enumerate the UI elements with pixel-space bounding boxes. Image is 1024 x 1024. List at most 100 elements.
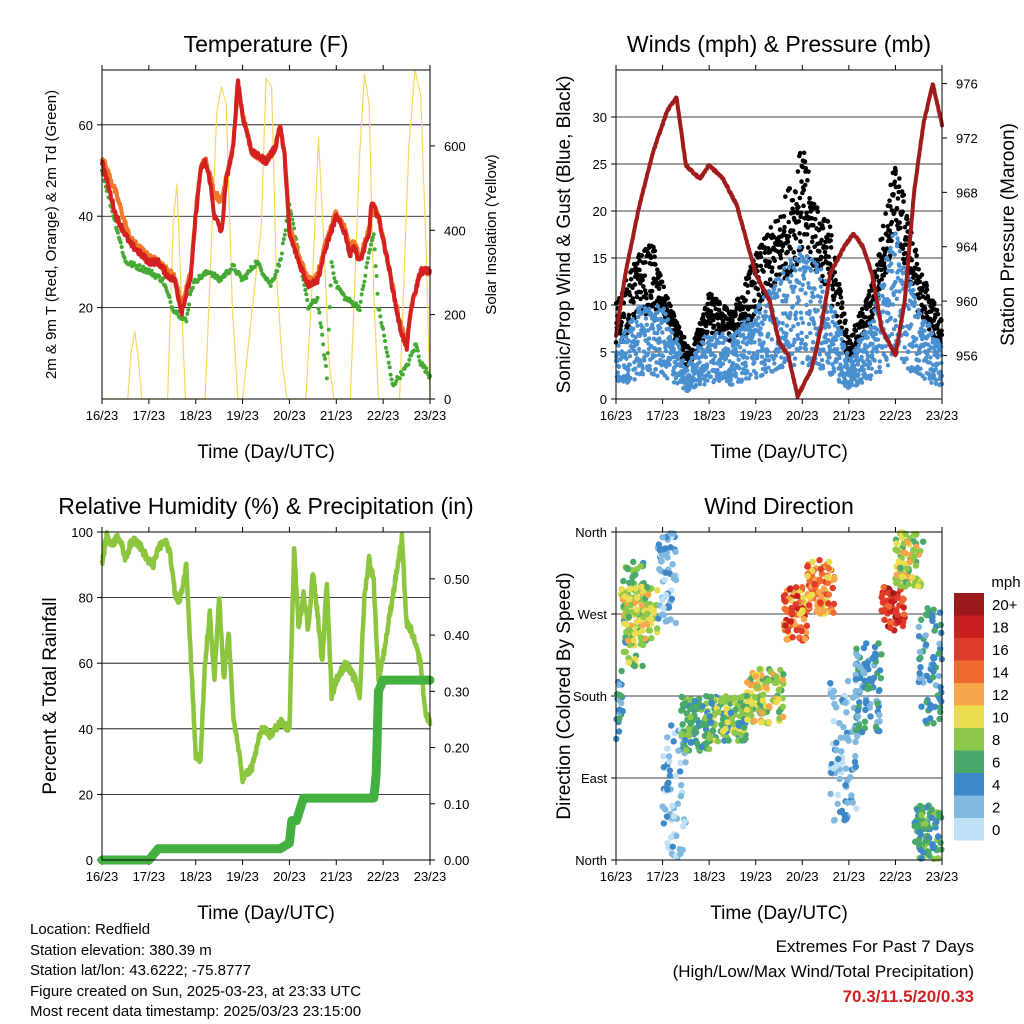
gust-point (676, 324, 682, 330)
gust-point (916, 295, 922, 301)
dewpoint-point (281, 237, 286, 242)
direction-point (870, 655, 877, 662)
wind-point (753, 318, 758, 323)
wind-point (884, 357, 889, 362)
direction-point (862, 697, 870, 705)
wind-point (921, 333, 926, 339)
direction-point (623, 628, 630, 636)
gust-point (848, 341, 854, 346)
dewpoint-point (331, 271, 336, 276)
wind-point (934, 377, 939, 383)
gust-point (767, 259, 772, 265)
wind-point (772, 361, 777, 366)
gust-point (652, 248, 658, 254)
gust-point (897, 176, 902, 181)
wind-point (712, 377, 717, 383)
gust-point (900, 209, 905, 215)
wind-point (939, 360, 944, 366)
wind-point (727, 359, 732, 364)
wind-point (797, 259, 802, 264)
gust-point (829, 233, 834, 238)
gust-point (654, 279, 659, 285)
gust-point (638, 296, 643, 302)
direction-point (666, 772, 674, 779)
wind-point (869, 373, 874, 378)
gust-point (826, 254, 831, 259)
dewpoint-point (277, 263, 282, 268)
direction-point (843, 709, 850, 716)
direction-point (852, 763, 860, 770)
direction-point (663, 813, 671, 820)
dewpoint-point (416, 354, 421, 359)
gust-point (661, 284, 667, 290)
direction-point (660, 546, 667, 553)
direction-point (842, 781, 849, 789)
wind-point (867, 321, 872, 326)
direction-point (664, 734, 671, 741)
direction-point (732, 706, 739, 713)
direction-point (756, 665, 763, 673)
wind-point (766, 365, 771, 370)
wind-point (735, 340, 741, 345)
gust-point (823, 239, 828, 245)
gust-point (926, 327, 932, 332)
gust-point (812, 244, 817, 250)
dewpoint-point (324, 376, 329, 381)
y-tick-label: 30 (593, 110, 607, 125)
wind-point (935, 361, 941, 367)
direction-point (841, 734, 848, 741)
wind-point (733, 371, 738, 376)
dewpoint-point (190, 285, 195, 290)
wind-point (861, 367, 866, 372)
dewpoint-point (417, 358, 422, 363)
wind-point (746, 316, 751, 322)
direction-point (904, 539, 911, 546)
wind-point (623, 328, 628, 334)
dewpoint-point (318, 321, 323, 326)
direction-point (637, 563, 644, 570)
dewpoint-point (362, 279, 367, 284)
direction-point (799, 584, 806, 591)
wind-point (798, 341, 804, 346)
wind-point (852, 363, 857, 368)
wind-point (781, 270, 786, 276)
wind-point (760, 321, 765, 327)
gust-point (803, 165, 809, 171)
wind-point (733, 374, 739, 379)
wind-point (635, 323, 640, 328)
gust-point (646, 302, 651, 308)
dewpoint-point (372, 247, 377, 252)
wind-point (807, 285, 813, 291)
wind-point (651, 372, 656, 377)
gust-point (797, 195, 803, 201)
direction-point (811, 580, 818, 588)
direction-point (682, 746, 690, 754)
wind-point (830, 362, 835, 367)
x-tick-label: 23/23 (414, 408, 447, 423)
x-tick-label: 21/23 (320, 869, 353, 884)
direction-point (820, 607, 828, 615)
gust-point (708, 321, 713, 326)
dewpoint-point (383, 345, 388, 350)
gust-point (638, 289, 644, 295)
wind-point (798, 310, 804, 315)
wind-point (740, 339, 746, 345)
dewpoint-point (322, 353, 327, 358)
wind-point (906, 306, 912, 312)
wind-point (787, 315, 792, 321)
dewpoint-point (184, 319, 189, 324)
wind-point (752, 340, 757, 345)
wind-point (661, 306, 666, 311)
y-tick-label: 80 (79, 591, 93, 606)
wind-point (880, 309, 886, 314)
direction-point (686, 732, 693, 739)
gust-point (705, 301, 710, 307)
gust-point (790, 206, 795, 212)
wind-point (788, 257, 793, 262)
wind-point (797, 267, 803, 272)
y2-tick-label: 600 (444, 139, 466, 154)
wind-point (795, 332, 800, 338)
wind-point (760, 372, 765, 378)
direction-point (637, 634, 644, 641)
direction-point (682, 736, 689, 744)
